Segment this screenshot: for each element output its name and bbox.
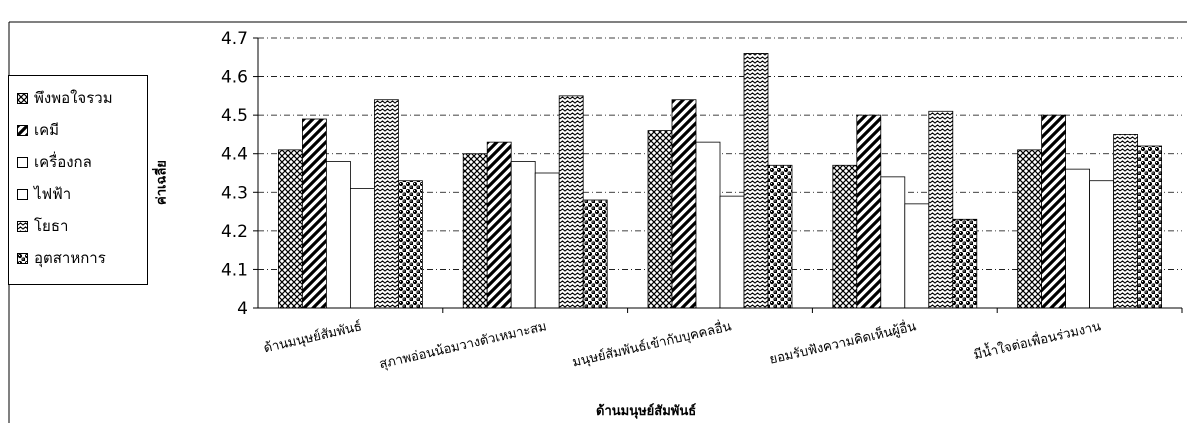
bar [349,188,375,309]
bar [534,172,560,309]
bar [671,99,697,309]
y-tick-label: 4.5 [221,106,248,126]
y-tick-label: 4.1 [221,260,248,280]
bar [928,110,954,309]
bar [373,99,399,309]
y-tick-label: 4.4 [221,145,248,165]
legend-swatch [17,156,28,168]
legend-item: โยธา [9,210,147,242]
bar [301,118,327,309]
bar [904,203,930,309]
y-tick-label: 4.2 [221,222,248,242]
legend-item: ไฟฟ้า [9,178,147,210]
legend-label: เครื่องกล [34,152,92,171]
x-tick-label: ยอมรับฟังความคิดเห็นผู้อื่น [767,316,917,367]
x-axis-label: ด้านมนุษย์สัมพันธ์ [596,404,697,419]
bar [695,141,721,309]
x-tick-label: มีน้ำใจต่อเพื่อนร่วมงาน [972,316,1103,363]
legend-item: พึงพอใจรวม [9,82,147,114]
y-tick-label: 4.6 [221,68,248,88]
bar [647,130,673,309]
bar [1137,145,1162,309]
bar [880,176,906,309]
bar [743,53,769,309]
legend-item: เครื่องกล [9,146,147,178]
bar [952,218,978,309]
bar [719,195,745,309]
legend-label: พึงพอใจรวม [34,88,113,107]
legend-swatch [17,92,28,104]
y-axis-label: ค่าเฉลี่ย [154,160,170,205]
bar [1017,149,1042,309]
legend-item: อุตสาหการ [9,242,147,274]
bar [558,95,584,309]
bar [1065,168,1090,309]
bar [486,141,512,309]
legend-item: เคมี [9,114,147,146]
y-tick-label: 4.7 [221,29,248,49]
bar [1041,114,1066,309]
bar [1089,180,1114,309]
bar [510,161,536,309]
y-tick-label: 4.3 [221,183,248,203]
bar [325,161,351,309]
bar [832,164,858,309]
legend-swatch [17,252,28,264]
bar [1113,134,1138,309]
bar [397,180,423,309]
y-tick-label: 4 [237,299,248,319]
bar [767,164,793,309]
bar [856,114,882,309]
x-tick-label: ด้านมนุษย์สัมพันธ์ [262,318,363,356]
legend-label: ไฟฟ้า [34,184,72,203]
legend-swatch [17,124,28,136]
legend-label: อุตสาหการ [34,248,106,267]
bar [462,153,488,309]
legend-label: เคมี [34,120,60,139]
bar [277,149,303,309]
bar [582,199,608,309]
x-tick-label: สุภาพอ่อนน้อมวางตัวเหมาะสม [378,319,548,372]
legend-swatch [17,220,28,232]
legend-label: โยธา [34,216,69,235]
x-tick-label: มนุษย์สัมพันธ์เข้ากับบุคคลอื่น [571,317,733,370]
legend: พึงพอใจรวมเคมีเครื่องกลไฟฟ้าโยธาอุตสาหกา… [8,75,148,285]
legend-swatch [17,188,28,200]
